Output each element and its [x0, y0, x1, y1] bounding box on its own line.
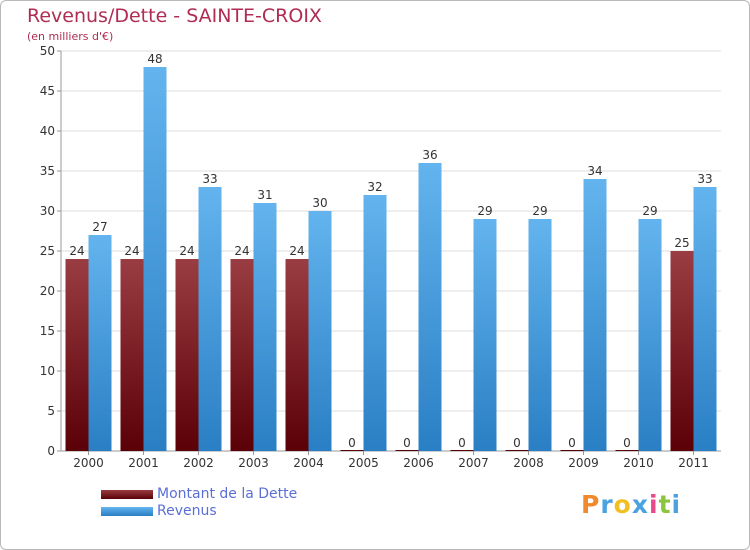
label-revenue-2007: 29 [477, 204, 492, 218]
chart-subtitle: (en milliers d'€) [27, 30, 114, 43]
bar-debt-2009 [560, 450, 584, 451]
bar-debt-2007 [450, 450, 474, 451]
bar-revenue-2004 [308, 211, 332, 451]
logo-letter: i [649, 490, 659, 519]
bar-debt-2005 [340, 450, 364, 451]
x-tick-label: 2009 [568, 456, 599, 470]
x-tick-label: 2011 [678, 456, 709, 470]
bar-revenue-2008 [528, 219, 552, 451]
label-debt-2004: 24 [289, 244, 304, 258]
bar-revenue-2003 [253, 203, 277, 451]
label-revenue-2005: 32 [367, 180, 382, 194]
label-debt-2008: 0 [513, 436, 521, 450]
label-revenue-2006: 36 [422, 148, 437, 162]
bar-debt-2002 [175, 259, 199, 451]
y-tick-label: 10 [40, 364, 55, 378]
bar-debt-2000 [65, 259, 89, 451]
x-tick-label: 2007 [458, 456, 489, 470]
label-debt-2011: 25 [674, 236, 689, 250]
bar-debt-2006 [395, 450, 419, 451]
bar-debt-2011 [670, 251, 694, 451]
chart-title: Revenus/Dette - SAINTE-CROIX [27, 5, 322, 27]
x-tick-label: 2002 [183, 456, 214, 470]
y-tick-label: 50 [40, 44, 55, 58]
label-revenue-2002: 33 [202, 172, 217, 186]
legend-label-debt: Montant de la Dette [157, 486, 298, 502]
y-tick-label: 0 [47, 444, 55, 458]
y-tick-label: 35 [40, 164, 55, 178]
x-tick-label: 2000 [73, 456, 104, 470]
bar-revenue-2001 [143, 67, 167, 451]
y-tick-label: 15 [40, 324, 55, 338]
x-tick-label: 2003 [238, 456, 269, 470]
label-revenue-2001: 48 [147, 52, 162, 66]
logo-letter: P [581, 490, 601, 519]
label-revenue-2009: 34 [587, 164, 602, 178]
logo-letter: x [631, 490, 649, 519]
y-tick-label: 40 [40, 124, 55, 138]
logo-letter: i [671, 490, 682, 519]
bar-revenue-2002 [198, 187, 222, 451]
proxiti-logo: Proxiti [581, 490, 681, 519]
label-debt-2002: 24 [179, 244, 194, 258]
legend-swatch-revenue [101, 507, 153, 516]
bar-debt-2003 [230, 259, 254, 451]
label-revenue-2010: 29 [642, 204, 657, 218]
bar-value-labels: 24 27 24 48 24 33 24 31 24 30 0 32 0 36 0 29 0 29 0 34 0 29 25… [69, 52, 712, 450]
label-debt-2006: 0 [403, 436, 411, 450]
bar-revenue-2007 [473, 219, 497, 451]
axes: 0 5 10 15 20 25 30 35 40 45 50 2000 2001 2002 2003 2004… [40, 44, 721, 470]
grid-lines [61, 50, 721, 412]
logo-letter: o [613, 490, 632, 519]
bar-debt-2004 [285, 259, 309, 451]
bar-debt-2010 [615, 450, 639, 451]
label-revenue-2008: 29 [532, 204, 547, 218]
label-debt-2010: 0 [623, 436, 631, 450]
y-tick-label: 20 [40, 284, 55, 298]
bar-revenue-2000 [88, 235, 112, 451]
bar-revenue-2009 [583, 179, 607, 451]
label-revenue-2000: 27 [92, 220, 107, 234]
x-tick-label: 2006 [403, 456, 434, 470]
x-tick-label: 2010 [623, 456, 654, 470]
bar-revenue-2010 [638, 219, 662, 451]
label-debt-2005: 0 [348, 436, 356, 450]
label-revenue-2011: 33 [697, 172, 712, 186]
y-tick-label: 5 [47, 404, 55, 418]
bar-revenue-2005 [363, 195, 387, 451]
bars [65, 67, 717, 451]
logo-letter: t [658, 490, 672, 519]
bar-revenue-2006 [418, 163, 442, 451]
y-tick-label: 30 [40, 204, 55, 218]
label-revenue-2004: 30 [312, 196, 327, 210]
x-tick-label: 2004 [293, 456, 324, 470]
legend-label-revenue: Revenus [157, 503, 217, 519]
bar-debt-2001 [120, 259, 144, 451]
x-tick-label: 2005 [348, 456, 379, 470]
bar-revenue-2011 [693, 187, 717, 451]
label-debt-2003: 24 [234, 244, 249, 258]
legend-swatch-debt [101, 490, 153, 499]
label-revenue-2003: 31 [257, 188, 272, 202]
label-debt-2001: 24 [124, 244, 139, 258]
label-debt-2009: 0 [568, 436, 576, 450]
logo-letter: r [600, 490, 614, 519]
label-debt-2000: 24 [69, 244, 84, 258]
label-debt-2007: 0 [458, 436, 466, 450]
y-tick-label: 45 [40, 84, 55, 98]
x-tick-label: 2008 [513, 456, 544, 470]
y-tick-label: 25 [40, 244, 55, 258]
x-tick-label: 2001 [128, 456, 159, 470]
bar-debt-2008 [505, 450, 529, 451]
